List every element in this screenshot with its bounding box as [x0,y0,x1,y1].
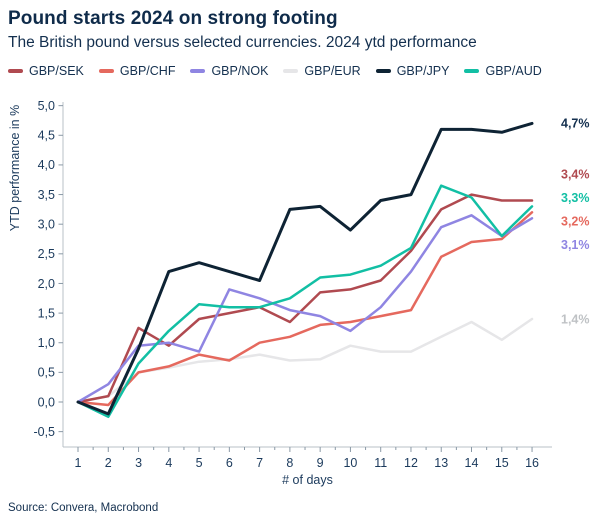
series-line-gbp-jpy [76,121,534,416]
x-tick-label: 16 [525,456,539,470]
end-label-gbp-nok: 3,1% [561,238,590,252]
legend-swatch [8,69,23,73]
y-axis: 5,0 4,5 4,0 3,5 3,0 2,5 2,0 1,5 1,0 0,5 0,0 -0,5 [33,99,63,439]
y-tick-label: 0,5 [38,366,55,380]
series-line-gbp-sek [76,193,534,404]
series-line-gbp-nok [76,214,534,404]
legend-label: GBP/JPY [396,64,450,78]
x-axis: 1 2 3 4 5 6 7 8 9 10 11 12 13 14 15 16 [75,447,539,470]
end-label-gbp-sek: 3,4% [561,167,590,181]
series-line-gbp-chf [76,211,534,407]
x-tick-label: 13 [434,456,448,470]
x-tick-label: 1 [75,456,82,470]
end-label-gbp-eur: 1,4% [561,312,590,326]
chart-subtitle: The British pound versus selected curren… [8,34,477,51]
legend-swatch [464,69,480,73]
y-tick-label: 1,5 [38,306,55,320]
x-tick-label: 12 [404,456,418,470]
x-tick-label: 10 [343,456,357,470]
legend-label: GBP/CHF [119,64,176,78]
x-tick-label: 9 [317,456,324,470]
legend-label: GBP/EUR [304,64,361,78]
x-tick-label: 15 [495,456,509,470]
y-tick-label: 2,0 [38,277,55,291]
legend-item-gbp-chf: GBP/CHF [98,64,176,78]
y-tick-label: -0,5 [33,425,55,439]
x-tick-label: 11 [374,456,387,470]
end-label-gbp-chf: 3,2% [561,214,590,228]
x-tick-label: 7 [256,456,263,470]
legend-item-gbp-aud: GBP/AUD [464,64,542,78]
y-tick-label: 3,5 [38,188,55,202]
chart-title: Pound starts 2024 on strong footing [8,8,338,29]
y-tick-label: 5,0 [38,99,55,113]
legend-swatch [375,69,391,73]
series-line-gbp-aud [76,184,534,419]
y-tick-label: 0,0 [38,395,55,409]
axes [62,102,552,448]
y-tick-label: 1,0 [38,336,55,350]
legend-label: GBP/SEK [29,64,84,78]
source-note: Source: Convera, Macrobond [8,502,159,514]
x-tick-label: 6 [226,456,233,470]
legend: GBP/SEK GBP/CHF GBP/NOK GBP/EUR GBP/JPY GBP/A… [8,64,542,78]
legend-item-gbp-sek: GBP/SEK [8,64,84,78]
legend-swatch [98,69,114,73]
x-axis-title: # of days [282,473,333,487]
legend-item-gbp-jpy: GBP/JPY [375,64,450,78]
y-tick-label: 4,5 [38,129,55,143]
legend-label: GBP/AUD [485,64,542,78]
legend-label: GBP/NOK [211,64,269,78]
legend-item-gbp-nok: GBP/NOK [190,64,268,78]
series-lines [76,121,534,419]
end-value-labels: 4,7% 3,4% 3,3% 3,2% 3,1% 1,4% [561,117,590,327]
x-tick-label: 3 [135,456,142,470]
x-tick-label: 4 [165,456,172,470]
y-tick-label: 2,5 [38,247,55,261]
end-label-gbp-aud: 3,3% [561,191,590,205]
legend-item-gbp-eur: GBP/EUR [283,64,361,78]
y-tick-label: 3,0 [38,217,55,231]
legend-swatch [283,69,299,73]
y-axis-title: YTD performance in % [8,105,22,231]
x-tick-label: 5 [196,456,203,470]
end-label-gbp-jpy: 4,7% [561,117,590,131]
legend-swatch [190,69,206,73]
y-tick-label: 4,0 [38,158,55,172]
x-tick-label: 2 [105,456,112,470]
x-tick-label: 14 [465,456,479,470]
x-tick-label: 8 [286,456,293,470]
